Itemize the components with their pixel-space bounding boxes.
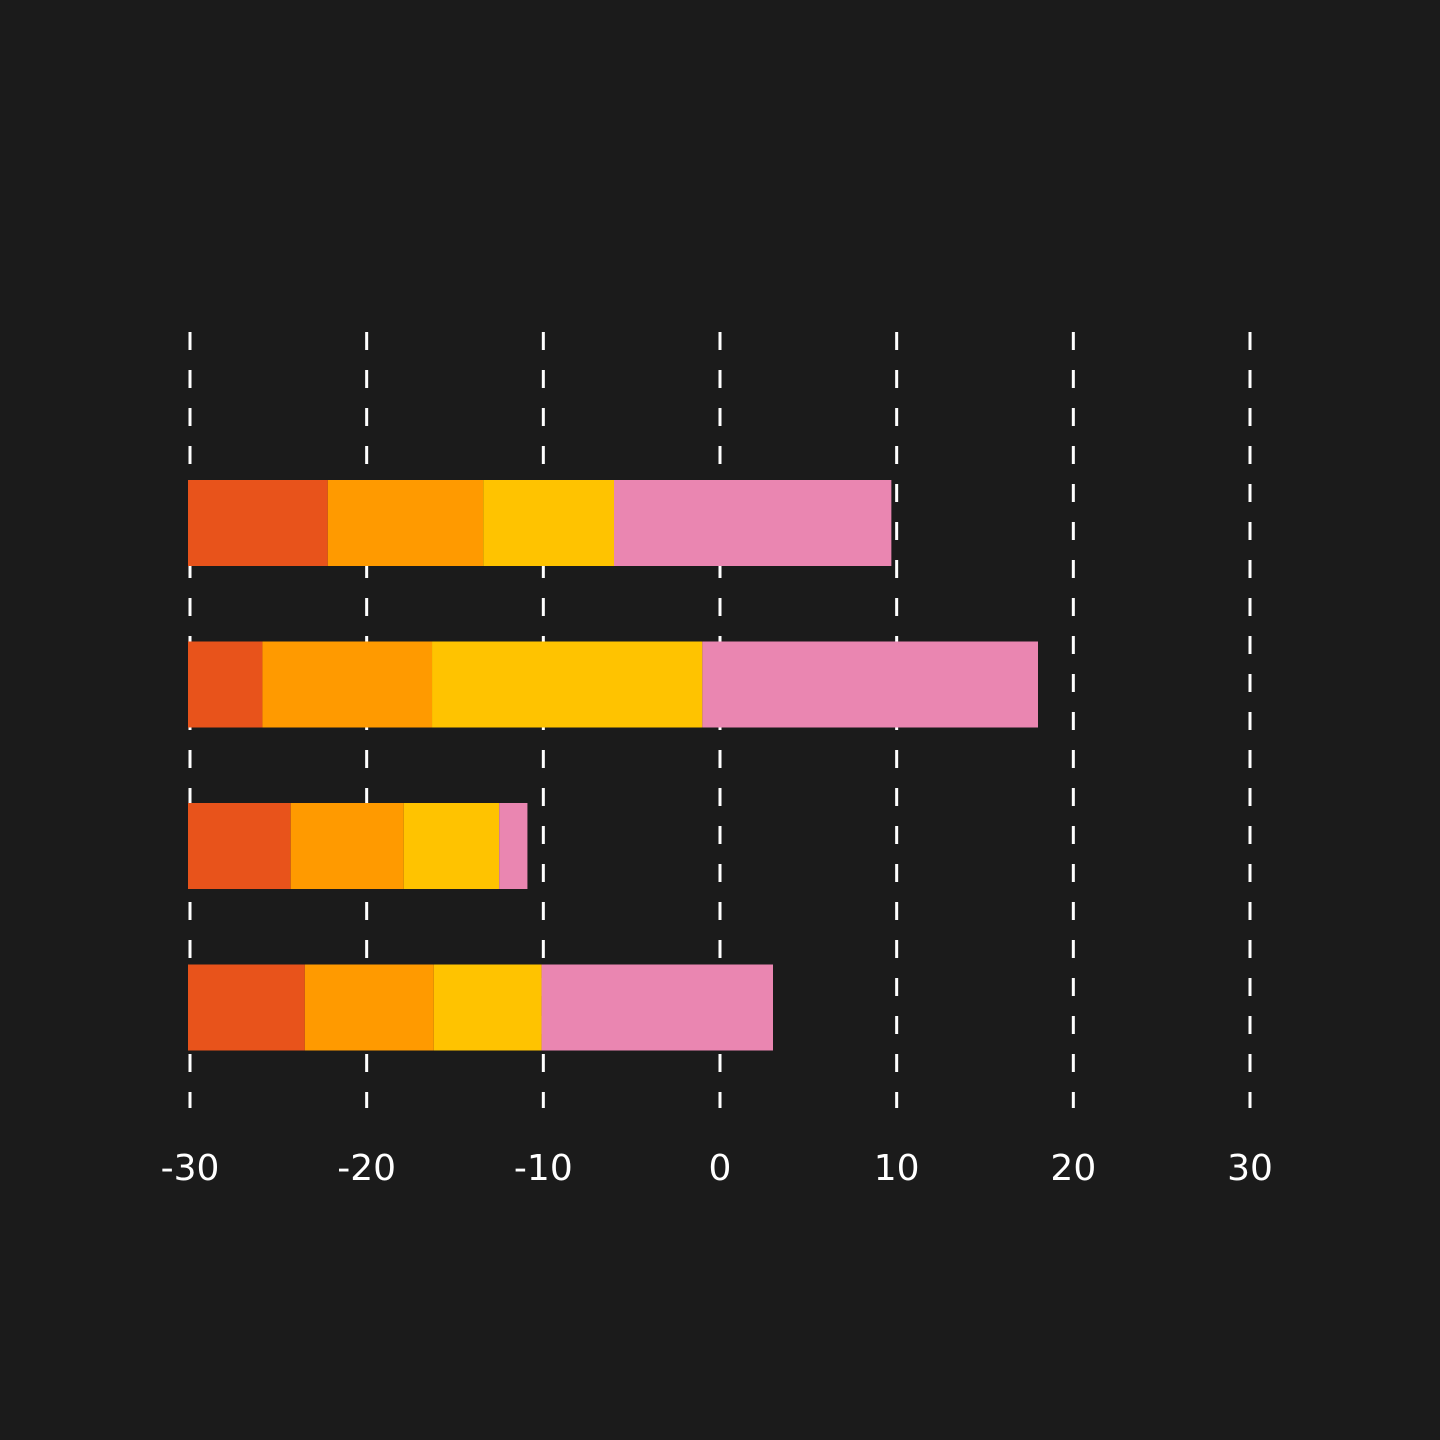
bar-segment: [499, 803, 528, 889]
bar-segment: [433, 964, 542, 1051]
bar-segment: [290, 803, 404, 889]
x-tick-label: 10: [874, 1148, 920, 1189]
bar-segment: [702, 641, 1038, 728]
x-tick-label: 30: [1227, 1148, 1273, 1189]
bar-segment: [304, 964, 434, 1051]
bar-segment: [262, 641, 433, 728]
bar-segment: [188, 641, 263, 728]
x-tick-label: -10: [514, 1148, 573, 1189]
x-tick-label: 0: [709, 1148, 732, 1189]
x-tick-label: -30: [161, 1148, 220, 1189]
x-tick-label: 20: [1050, 1148, 1096, 1189]
x-tick-label: -20: [337, 1148, 396, 1189]
bar-segment: [432, 641, 703, 728]
bar-segment: [614, 480, 892, 566]
bar-segment: [188, 480, 328, 566]
bar-segment: [483, 480, 614, 566]
bar-segment: [188, 964, 305, 1051]
bar-segment: [188, 803, 291, 889]
bar-segment: [327, 480, 484, 566]
bar-segment: [541, 964, 773, 1051]
bar-segment: [403, 803, 500, 889]
